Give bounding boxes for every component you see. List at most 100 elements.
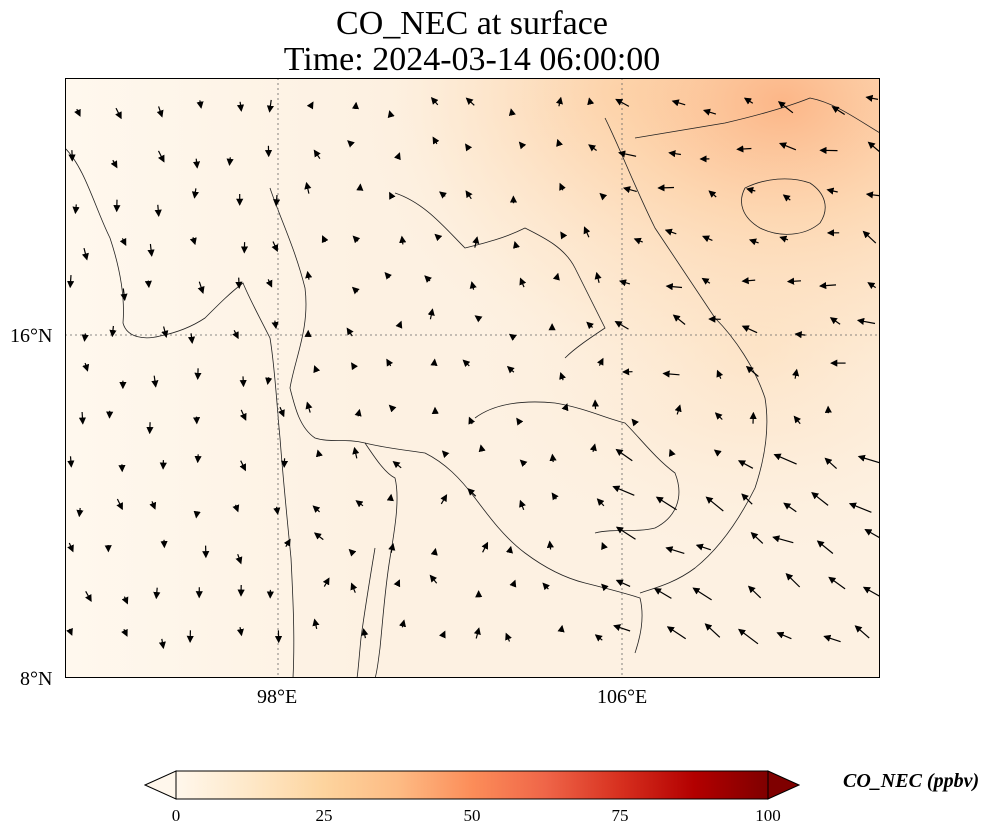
- wind-arrow: [508, 333, 517, 341]
- wind-arrow: [793, 415, 801, 425]
- lon-tick-106: 106°E: [597, 686, 648, 708]
- wind-arrow: [555, 96, 563, 107]
- wind-arrow: [559, 371, 567, 381]
- wind-arrow: [601, 583, 609, 592]
- wind-arrow: [704, 623, 721, 638]
- wind-arrow: [671, 99, 686, 107]
- wind-arrow: [778, 142, 797, 151]
- wind-arrow: [393, 152, 401, 161]
- wind-arrow: [306, 101, 314, 110]
- wind-arrow: [352, 446, 360, 459]
- wind-arrow: [816, 540, 834, 554]
- wind-arrow: [81, 247, 89, 261]
- wind-arrow: [440, 494, 448, 505]
- colorbar-extend-min: [144, 770, 177, 800]
- wind-arrow: [265, 279, 273, 288]
- wind-arrow: [439, 630, 446, 639]
- wind-arrow: [668, 150, 681, 158]
- wind-arrow: [824, 457, 838, 470]
- wind-arrow: [622, 186, 637, 194]
- wind-arrow: [865, 94, 879, 102]
- wind-arrow: [826, 187, 838, 195]
- wind-arrow: [356, 183, 364, 191]
- wind-arrow: [78, 411, 87, 425]
- wind-arrow: [346, 327, 354, 337]
- wind-arrow: [236, 626, 244, 637]
- gridlines: [65, 78, 880, 678]
- wind-arrow: [236, 101, 245, 112]
- colorbar-tick-50: 50: [463, 806, 481, 825]
- wind-arrow: [350, 582, 358, 593]
- wind-arrow: [352, 235, 361, 244]
- wind-arrow: [235, 277, 243, 289]
- wind-arrow: [653, 587, 672, 599]
- wind-arrow: [387, 110, 395, 119]
- colorbar-tick-100: 100: [755, 806, 781, 825]
- wind-arrow: [596, 357, 604, 366]
- wind-arrow: [716, 369, 724, 379]
- wind-arrow: [232, 504, 240, 513]
- wind-arrow: [439, 191, 447, 199]
- wind-arrow: [794, 331, 806, 339]
- wind-arrow: [862, 230, 877, 244]
- colorbar-gradient: [175, 770, 769, 800]
- wind-arrow: [509, 579, 517, 588]
- wind-arrow: [705, 496, 724, 512]
- wind-arrow: [819, 281, 837, 290]
- wind-arrow: [594, 634, 603, 642]
- wind-arrow: [194, 454, 202, 464]
- wind-arrow: [854, 625, 870, 639]
- wind-arrow: [856, 317, 876, 325]
- wind-arrow: [467, 488, 477, 497]
- wind-arrow: [395, 320, 403, 329]
- wind-arrow: [556, 138, 563, 147]
- wind-arrow: [313, 532, 324, 541]
- wind-arrow: [351, 286, 360, 295]
- wind-arrow: [612, 485, 635, 496]
- wind-arrow: [828, 576, 846, 590]
- wind-arrow: [674, 404, 682, 415]
- wind-arrow: [741, 493, 753, 505]
- map-subtitle-time: Time: 2024-03-14 06:00:00: [283, 41, 661, 78]
- lon-tick-98: 98°E: [257, 686, 298, 708]
- wind-arrow: [239, 460, 246, 472]
- wind-arrow: [322, 577, 330, 587]
- wind-arrow: [618, 150, 637, 158]
- wind-arrow: [156, 106, 164, 118]
- lat-tick-8: 8°N: [20, 668, 53, 690]
- wind-arrow: [589, 443, 597, 452]
- wind-arrow: [351, 362, 358, 371]
- wind-arrow: [472, 236, 480, 248]
- wind-arrow: [361, 628, 369, 639]
- wind-arrow: [154, 204, 162, 217]
- wind-arrow: [239, 409, 247, 421]
- wind-arrow: [161, 326, 169, 338]
- wind-arrow: [736, 145, 752, 153]
- wind-arrow: [430, 547, 438, 556]
- wind-arrow: [115, 107, 122, 120]
- wind-arrow: [516, 417, 524, 426]
- wind-arrow: [713, 449, 722, 457]
- wind-arrow: [144, 280, 152, 289]
- wind-arrow: [399, 235, 407, 245]
- wind-arrow: [313, 149, 321, 160]
- wind-arrow: [615, 98, 630, 107]
- wind-arrow: [741, 277, 756, 285]
- wind-arrow: [427, 308, 435, 320]
- colorbar-extend-max: [767, 770, 800, 800]
- wind-arrow: [109, 325, 117, 338]
- wind-arrow: [615, 448, 633, 462]
- wind-arrow: [586, 321, 594, 330]
- wind-arrow: [462, 359, 471, 368]
- wind-arrow: [750, 531, 764, 544]
- wind-arrow: [278, 406, 285, 418]
- wind-arrow: [441, 450, 450, 459]
- wind-arrow: [867, 141, 880, 153]
- wind-arrow: [551, 492, 559, 501]
- wind-arrow: [432, 136, 440, 145]
- wind-arrow: [232, 330, 239, 340]
- wind-arrow: [745, 365, 759, 377]
- wind-arrow: [657, 184, 675, 192]
- wind-arrow: [235, 553, 243, 565]
- wind-arrow: [662, 370, 680, 378]
